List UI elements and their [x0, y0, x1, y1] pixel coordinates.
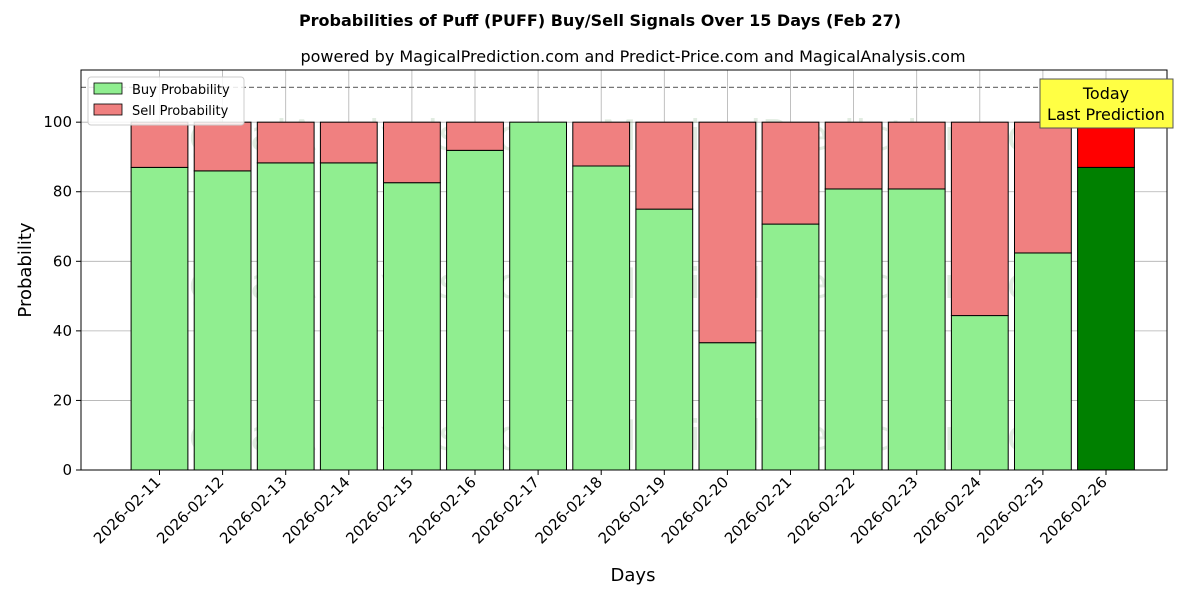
x-tick-label: 2026-02-19	[595, 473, 669, 547]
y-tick-label: 20	[53, 391, 72, 409]
bar-sell-2026-02-26	[1077, 121, 1135, 168]
legend-label-sell: Sell Probability	[132, 104, 229, 119]
bar-buy-2026-02-24	[950, 315, 1009, 471]
x-tick-label: 2026-02-22	[784, 473, 858, 547]
annotation-box	[1039, 78, 1174, 129]
today-annotation: Today Last Prediction	[1039, 78, 1174, 129]
x-tick-label: 2026-02-26	[1036, 473, 1110, 547]
legend-label-buy: Buy Probability	[132, 83, 230, 98]
bar-buy-2026-02-17	[509, 121, 568, 471]
bar-sell-2026-02-22	[824, 121, 883, 190]
x-axis-label: Days	[611, 565, 656, 586]
plot-frame	[80, 69, 1168, 471]
x-tick-label: 2026-02-13	[216, 473, 290, 547]
y-axis-label: Probability	[15, 222, 36, 317]
bar-sell-2026-02-12	[193, 121, 252, 172]
bar-buy-2026-02-19	[635, 208, 694, 471]
x-tick-label: 2026-02-12	[153, 473, 227, 547]
y-tick-label: 40	[53, 322, 72, 340]
y-tick-label: 0	[62, 461, 72, 479]
bar-sell-2026-02-16	[446, 121, 504, 151]
x-tick-label: 2026-02-23	[847, 473, 921, 547]
bar-sell-2026-02-21	[761, 121, 820, 225]
bar-sell-2026-02-18	[572, 121, 631, 167]
chart-title: Probabilities of Puff (PUFF) Buy/Sell Si…	[299, 11, 901, 30]
bar-sell-2026-02-13	[256, 121, 315, 164]
x-axis-ticks: 2026-02-112026-02-122026-02-132026-02-14…	[90, 470, 1111, 547]
y-tick-label: 60	[53, 252, 72, 270]
bar-sell-2026-02-23	[887, 121, 946, 190]
bar-buy-2026-02-15	[383, 182, 441, 471]
bar-buy-2026-02-14	[319, 162, 378, 471]
x-tick-label: 2026-02-11	[90, 473, 164, 547]
x-tick-label: 2026-02-21	[721, 473, 795, 547]
bar-sell-2026-02-25	[1014, 121, 1072, 254]
x-tick-label: 2026-02-15	[342, 473, 416, 547]
bar-buy-2026-02-18	[572, 165, 631, 471]
bar-buy-2026-02-16	[446, 149, 504, 471]
legend: Buy Probability Sell Probability	[87, 76, 245, 126]
bar-buy-2026-02-12	[193, 170, 252, 471]
bar-buy-2026-02-25	[1014, 252, 1072, 471]
legend-swatch-sell	[93, 103, 123, 116]
bar-sell-2026-02-11	[130, 121, 189, 168]
legend-swatch-buy	[93, 82, 123, 95]
bar-buy-2026-02-22	[824, 188, 883, 471]
bar-buy-2026-02-26	[1077, 166, 1135, 471]
annotation-line-2: Last Prediction	[1047, 105, 1165, 124]
bar-sell-2026-02-19	[635, 121, 694, 210]
x-tick-label: 2026-02-18	[532, 473, 606, 547]
y-axis-ticks: 0 20 40 60 80 100	[43, 113, 81, 479]
chart-subtitle: powered by MagicalPrediction.com and Pre…	[300, 47, 965, 66]
bars	[130, 121, 1135, 471]
legend-box	[87, 76, 245, 126]
bar-buy-2026-02-20	[698, 342, 757, 471]
x-tick-label: 2026-02-20	[658, 473, 732, 547]
bar-sell-2026-02-24	[950, 121, 1009, 317]
bar-sell-2026-02-20	[698, 121, 757, 344]
bar-sell-2026-02-15	[383, 121, 441, 184]
y-tick-label: 80	[53, 183, 72, 201]
x-tick-label: 2026-02-25	[973, 473, 1047, 547]
x-tick-label: 2026-02-14	[279, 473, 353, 547]
annotation-line-1: Today	[1082, 84, 1129, 103]
bar-buy-2026-02-23	[887, 188, 946, 471]
bar-sell-2026-02-14	[319, 121, 378, 164]
x-tick-label: 2026-02-16	[405, 473, 479, 547]
y-tick-label: 100	[43, 113, 72, 131]
x-tick-label: 2026-02-17	[469, 473, 543, 547]
bar-buy-2026-02-11	[130, 166, 189, 471]
bar-buy-2026-02-13	[256, 162, 315, 471]
x-tick-label: 2026-02-24	[910, 473, 984, 547]
bar-buy-2026-02-21	[761, 223, 820, 471]
